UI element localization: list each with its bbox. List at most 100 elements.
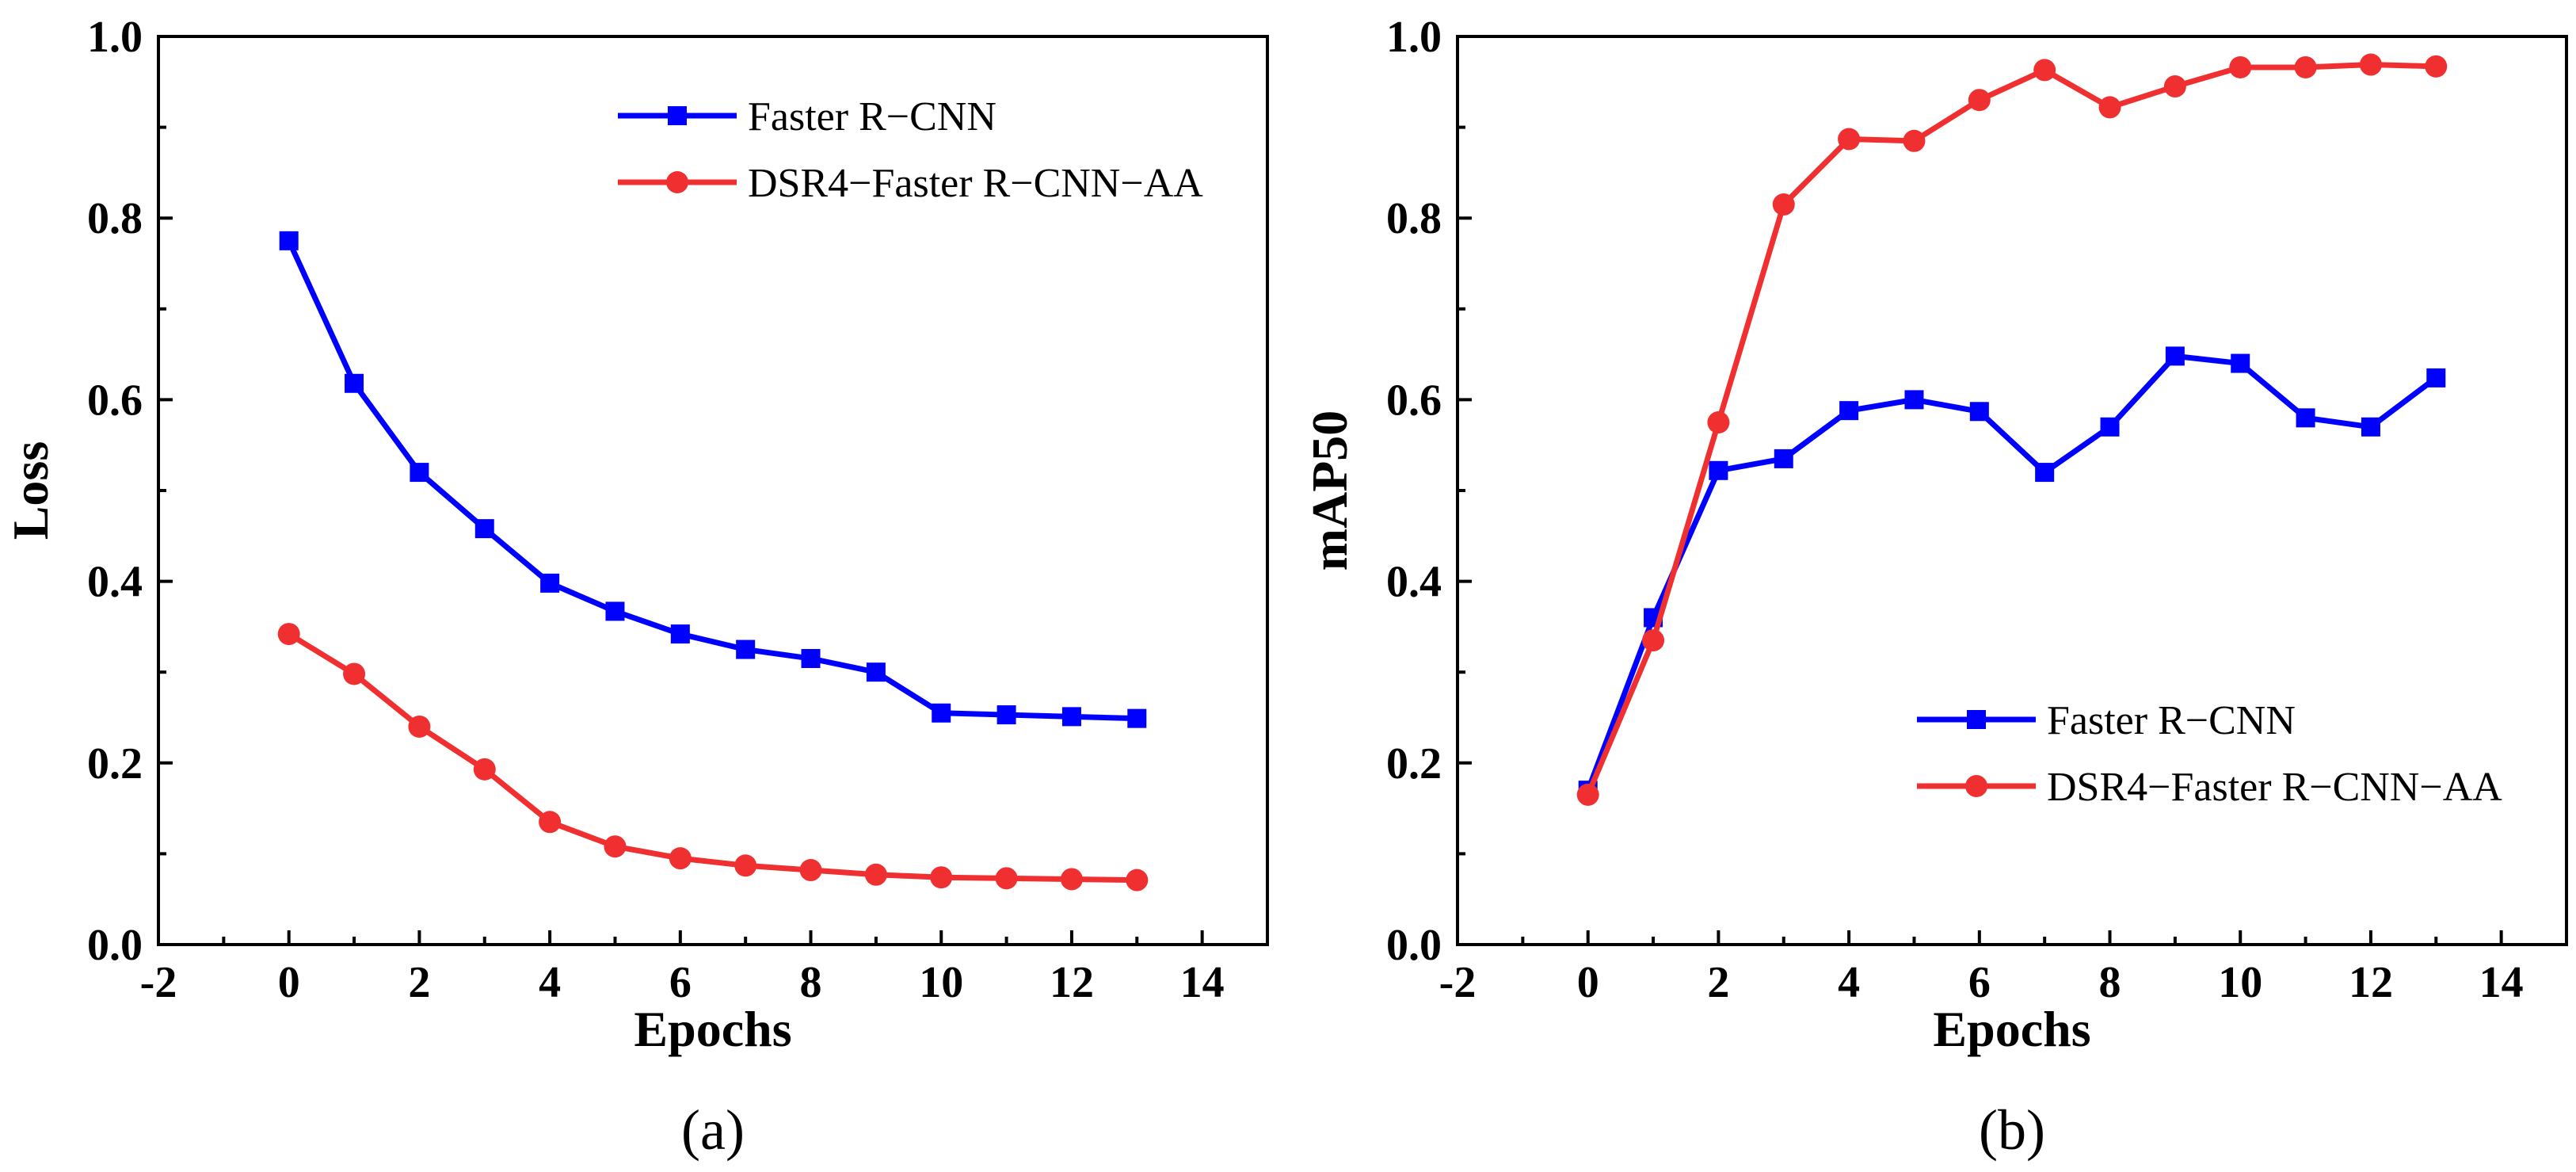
y-axis-title: mAP50 <box>1301 410 1358 571</box>
legend-entry: Faster R−CNN <box>618 94 996 139</box>
x-tick-label: 2 <box>408 958 430 1007</box>
legend-entry: DSR4−Faster R−CNN−AA <box>618 161 1203 206</box>
y-axis-title: Loss <box>2 441 59 540</box>
data-point <box>2296 408 2315 428</box>
y-tick-label: 0.2 <box>1386 739 1442 788</box>
panel-label: (a) <box>681 1098 745 1162</box>
data-point <box>2425 55 2448 78</box>
data-point <box>604 835 627 858</box>
data-point <box>474 519 494 539</box>
panel-label: (b) <box>1979 1098 2045 1162</box>
x-tick-label: 8 <box>800 958 822 1007</box>
x-tick-label: 12 <box>2349 958 2393 1007</box>
legend-marker <box>1967 710 1986 729</box>
data-point <box>1061 707 1081 727</box>
data-point <box>1968 89 1991 112</box>
x-tick-label: 4 <box>539 958 561 1007</box>
data-point <box>2098 96 2121 119</box>
x-tick-label: 14 <box>2479 958 2524 1007</box>
x-tick-label: -2 <box>1439 958 1477 1007</box>
data-point <box>343 662 366 685</box>
x-tick-label: 0 <box>278 958 300 1007</box>
data-point <box>1060 868 1083 891</box>
legend-label: DSR4−Faster R−CNN−AA <box>748 161 1203 206</box>
x-tick-label: 0 <box>1577 958 1599 1007</box>
data-point <box>1774 449 1793 468</box>
y-tick-label: 0.8 <box>1386 194 1442 243</box>
x-tick-label: 14 <box>1180 958 1225 1007</box>
series-line <box>286 239 1137 722</box>
series-line <box>1585 353 2438 792</box>
chart-panel-b: -2 0 2 4 6 8 10 12 14 0.0 0.2 0.4 0.6 0.8 1.0 Epochs mAP… <box>1301 13 2568 1162</box>
y-tick-label: 0.4 <box>1386 558 1442 607</box>
data-point <box>1772 193 1795 216</box>
data-point <box>1904 390 1924 410</box>
legend-label: Faster R−CNN <box>2047 698 2296 743</box>
data-point <box>2035 463 2055 483</box>
x-tick-label: 10 <box>2218 958 2262 1007</box>
data-point <box>1576 783 1599 806</box>
data-point <box>2294 55 2317 78</box>
x-tick-label: 6 <box>669 958 692 1007</box>
data-point <box>1969 402 1989 422</box>
data-point <box>1839 401 1859 421</box>
series-line <box>287 632 1137 884</box>
x-tick-label: 2 <box>1707 958 1729 1007</box>
data-point <box>2165 346 2185 366</box>
legend-marker <box>666 171 688 193</box>
data-point <box>277 623 300 646</box>
data-point <box>932 703 951 723</box>
data-point <box>473 758 496 781</box>
data-point <box>866 662 886 682</box>
y-tick-label: 0.0 <box>87 921 143 970</box>
data-point <box>540 573 560 593</box>
legend-label: Faster R−CNN <box>748 94 996 139</box>
legend-label: DSR4−Faster R−CNN−AA <box>2047 765 2502 810</box>
data-point <box>1127 708 1147 728</box>
data-point <box>2361 417 2380 437</box>
data-point <box>605 601 625 621</box>
data-point <box>1707 411 1730 434</box>
data-point <box>864 863 887 886</box>
x-tick-label: -2 <box>140 958 177 1007</box>
y-tick-label: 1.0 <box>87 13 143 62</box>
data-point <box>670 624 690 644</box>
x-tick-label: 4 <box>1838 958 1860 1007</box>
data-point <box>2033 59 2056 82</box>
y-tick-label: 0.4 <box>87 558 143 607</box>
y-tick-label: 0.6 <box>87 376 143 425</box>
chart-panel-a: -2 0 2 4 6 8 10 12 14 0.0 0.2 0.4 0.6 0.8 1.0 Epochs Los… <box>2 13 1269 1162</box>
x-tick-label: 12 <box>1050 958 1094 1007</box>
data-point <box>279 231 299 250</box>
x-tick-label: 8 <box>2099 958 2121 1007</box>
data-point <box>1838 128 1861 151</box>
x-tick-label: 10 <box>919 958 963 1007</box>
series-faster-rcnn <box>279 231 1147 728</box>
data-point <box>995 867 1018 890</box>
y-tick-label: 1.0 <box>1386 13 1442 62</box>
data-point <box>1903 129 1926 152</box>
data-point <box>669 847 692 870</box>
data-point <box>930 866 953 889</box>
data-point <box>1709 460 1728 480</box>
legend-entry: Faster R−CNN <box>1917 698 2296 743</box>
data-point <box>345 373 364 393</box>
x-axis-title: Epochs <box>1933 1001 2090 1057</box>
data-point <box>408 715 431 738</box>
legend-marker <box>668 106 687 125</box>
x-axis-title: Epochs <box>634 1001 791 1057</box>
y-tick-label: 0.0 <box>1386 921 1442 970</box>
legend-marker <box>1965 775 1987 797</box>
data-point <box>2426 368 2446 387</box>
data-point <box>801 649 821 669</box>
data-point <box>996 705 1016 725</box>
data-point <box>799 859 822 882</box>
data-point <box>736 639 756 659</box>
legend-entry: DSR4−Faster R−CNN−AA <box>1917 765 2502 810</box>
data-point <box>2100 417 2120 437</box>
y-tick-label: 0.8 <box>87 194 143 243</box>
data-point <box>2229 55 2252 78</box>
data-point <box>2163 75 2186 98</box>
y-tick-label: 0.6 <box>1386 376 1442 425</box>
